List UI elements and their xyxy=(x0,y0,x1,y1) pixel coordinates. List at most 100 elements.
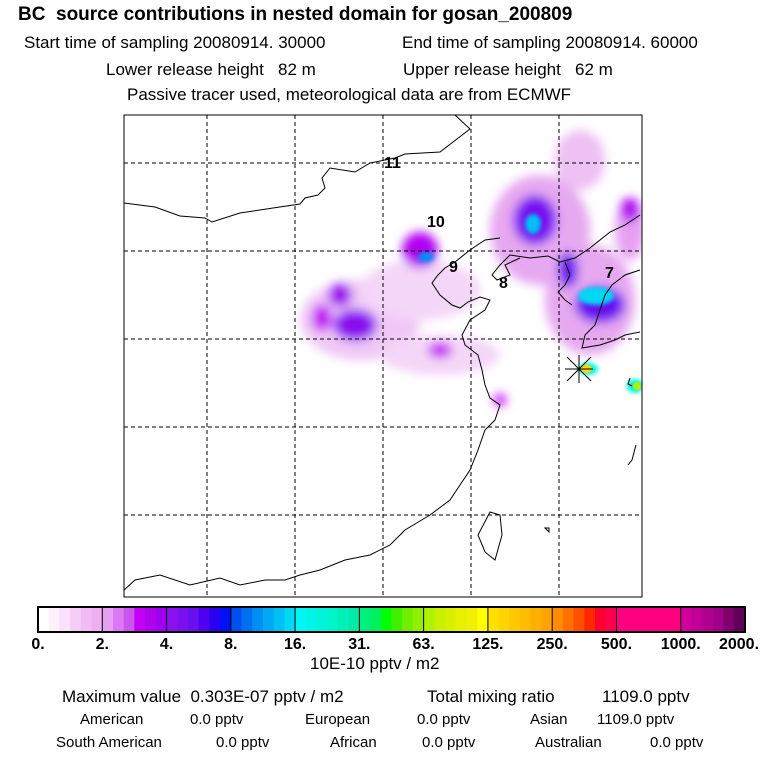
colorbar-swatch xyxy=(316,607,328,632)
colorbar-swatch xyxy=(48,607,60,632)
region-value: 1109.0 pptv xyxy=(597,711,675,728)
colorbar-tick-label: 125. xyxy=(472,636,504,653)
colorbar-swatch xyxy=(605,607,617,632)
colorbar-tick-label: 31. xyxy=(348,636,371,653)
colorbar-swatch xyxy=(187,607,200,632)
colorbar-swatch xyxy=(498,607,510,632)
colorbar-swatch xyxy=(145,607,157,632)
colorbar-tick-label: 0. xyxy=(31,636,45,653)
region-name: Australian xyxy=(535,734,602,751)
colorbar-tick-label: 2. xyxy=(95,636,109,653)
colorbar-frame xyxy=(37,606,746,633)
plot-title: BC source contributions in nested domain… xyxy=(18,4,573,25)
colorbar-swatch xyxy=(391,607,403,632)
time-label: 10 xyxy=(427,214,445,231)
start-time: Start time of sampling 20080914. 30000 xyxy=(24,33,326,52)
colorbar-swatch xyxy=(573,607,585,632)
total-mixing-label: Total mixing ratio xyxy=(427,687,555,706)
colorbar-swatch xyxy=(70,607,82,632)
tracer-note: Passive tracer used, meteorological data… xyxy=(127,85,572,104)
colorbar-tick-label: 2000. xyxy=(718,636,760,653)
region-value: 0.0 pptv xyxy=(417,711,471,728)
colorbar-swatch xyxy=(477,607,489,632)
colorbar-swatch xyxy=(659,607,671,632)
colorbar-tick-label: 1000. xyxy=(660,636,701,653)
total-mixing-value: 1109.0 pptv xyxy=(602,687,690,706)
colorbar-swatch xyxy=(220,607,232,632)
colorbar-swatch xyxy=(691,607,703,632)
colorbar-swatch xyxy=(445,607,457,632)
colorbar-unit: 10E-10 pptv / m2 xyxy=(310,654,440,673)
colorbar-swatch xyxy=(702,607,714,632)
colorbar-swatch xyxy=(262,607,275,632)
colorbar-swatch xyxy=(434,607,446,632)
region-value: 0.0 pptv xyxy=(650,734,704,751)
colorbar-swatch xyxy=(59,607,71,632)
colorbar-swatch xyxy=(209,607,221,632)
colorbar-swatch xyxy=(530,607,542,632)
colorbar-swatch xyxy=(648,607,660,632)
colorbar-swatch xyxy=(166,607,178,632)
colorbar-swatch xyxy=(734,607,746,632)
colorbar xyxy=(37,606,746,633)
colorbar-tick-label: 16. xyxy=(283,636,307,653)
colorbar-swatch xyxy=(637,607,650,632)
colorbar-swatch xyxy=(230,607,243,632)
colorbar-swatch xyxy=(455,607,467,632)
coastlines xyxy=(124,115,641,591)
colorbar-swatch xyxy=(337,607,350,632)
colorbar-swatch xyxy=(359,607,371,632)
colorbar-tick-label: 4. xyxy=(159,636,174,653)
colorbar-swatch xyxy=(295,607,307,632)
region-value: 0.0 pptv xyxy=(422,734,476,751)
colorbar-swatch xyxy=(402,607,414,632)
colorbar-swatch xyxy=(241,607,253,632)
map-frame xyxy=(123,114,643,598)
colorbar-swatch xyxy=(712,607,725,632)
colorbar-swatch xyxy=(541,607,553,632)
colorbar-tick-label: 63. xyxy=(412,636,435,653)
colorbar-swatch xyxy=(284,607,296,632)
end-time: End time of sampling 20080914. 60000 xyxy=(402,33,698,52)
colorbar-swatch xyxy=(252,607,264,632)
colorbar-swatch xyxy=(680,607,692,632)
colorbar-tick-label: 500. xyxy=(600,636,633,653)
time-labels: 11 10 9 8 7 xyxy=(384,155,614,292)
colorbar-swatch xyxy=(595,607,607,632)
region-name: South American xyxy=(56,734,162,751)
colorbar-swatch xyxy=(91,607,103,632)
colorbar-swatch xyxy=(380,607,392,632)
colorbar-swatch xyxy=(177,607,189,632)
colorbar-swatch xyxy=(723,607,735,632)
region-name: American xyxy=(80,711,144,728)
region-value: 0.0 pptv xyxy=(216,734,270,751)
region-name: Asian xyxy=(530,711,568,728)
upper-release-height: Upper release height 62 m xyxy=(403,60,613,79)
colorbar-swatch xyxy=(305,607,318,632)
colorbar-swatch xyxy=(273,607,285,632)
colorbar-swatch xyxy=(487,607,500,632)
colorbar-swatch xyxy=(412,607,425,632)
region-name: African xyxy=(330,734,377,751)
colorbar-swatch xyxy=(520,607,532,632)
colorbar-swatch xyxy=(670,607,682,632)
colorbar-swatch xyxy=(327,607,339,632)
lower-release-height: Lower release height 82 m xyxy=(106,60,316,79)
colorbar-swatch xyxy=(155,607,168,632)
receptor-marker-icon xyxy=(565,355,593,383)
colorbar-swatch xyxy=(38,607,50,632)
time-label: 7 xyxy=(605,265,614,282)
colorbar-swatch xyxy=(112,607,125,632)
colorbar-swatch xyxy=(562,607,575,632)
colorbar-swatch xyxy=(466,607,478,632)
time-label: 11 xyxy=(384,155,401,172)
colorbar-swatch xyxy=(509,607,521,632)
colorbar-tick-label: 250. xyxy=(536,636,568,653)
colorbar-swatch xyxy=(627,607,639,632)
colorbar-swatch xyxy=(134,607,146,632)
time-label: 8 xyxy=(499,275,508,292)
colorbar-swatch xyxy=(80,607,93,632)
colorbar-swatch xyxy=(423,607,435,632)
max-value: Maximum value 0.303E-07 pptv / m2 xyxy=(62,687,344,706)
